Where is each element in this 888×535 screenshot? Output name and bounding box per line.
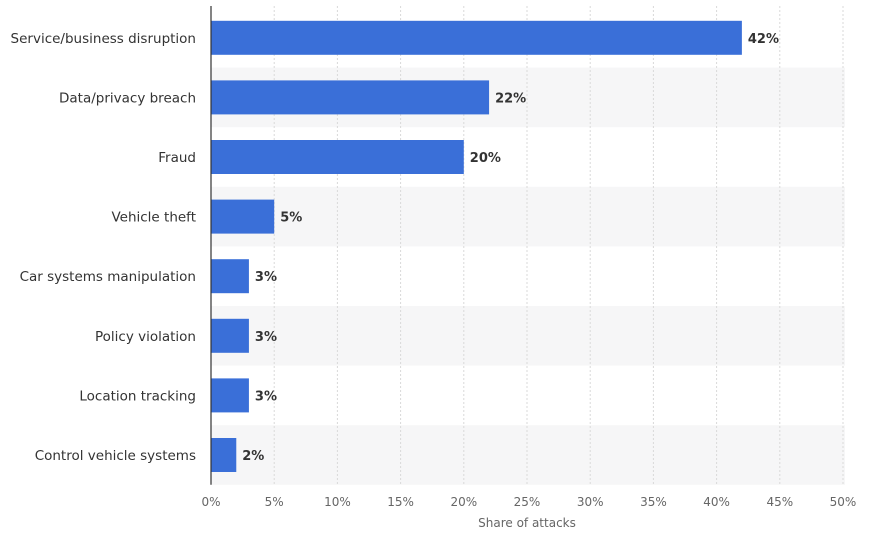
category-label: Car systems manipulation [20, 269, 196, 285]
bar [211, 199, 275, 234]
bars [211, 20, 742, 472]
x-tick-label: 25% [514, 495, 541, 509]
x-tick-label: 0% [201, 495, 220, 509]
value-label: 42% [748, 32, 779, 47]
value-labels: 42% 22% 20% 5% 3% 3% 3% 2% [242, 32, 779, 464]
bar [211, 438, 237, 472]
bar [211, 378, 249, 413]
row-band [211, 425, 845, 485]
x-tick-label: 10% [324, 495, 351, 509]
x-tick-label: 30% [577, 495, 604, 509]
bar [211, 140, 464, 174]
bar [211, 80, 490, 115]
value-label: 20% [470, 151, 501, 166]
category-labels: Service/business disruption Data/privacy … [11, 31, 196, 464]
x-tick-label: 35% [640, 495, 667, 509]
row-band [211, 186, 845, 247]
value-label: 2% [242, 449, 264, 464]
category-label: Control vehicle systems [35, 448, 196, 464]
x-tick-label: 40% [703, 495, 730, 509]
x-tick-label: 5% [265, 495, 284, 509]
category-label: Service/business disruption [11, 31, 196, 47]
row-bands [211, 67, 845, 485]
category-label: Data/privacy breach [59, 90, 196, 106]
category-label: Vehicle theft [111, 210, 196, 226]
bar [211, 318, 249, 353]
value-label: 22% [495, 91, 526, 106]
x-tick-label: 20% [450, 495, 477, 509]
value-label: 3% [255, 389, 277, 404]
x-tick-label: 50% [830, 495, 857, 509]
bar [211, 20, 742, 55]
bar [211, 259, 249, 294]
category-label: Location tracking [79, 388, 196, 404]
value-label: 5% [280, 211, 302, 226]
row-band [211, 306, 845, 366]
x-axis-title: Share of attacks [478, 516, 576, 530]
x-tick-labels: 0% 5% 10% 15% 20% 25% 30% 35% 40% 45% 50% [201, 495, 856, 509]
value-label: 3% [255, 330, 277, 345]
category-label: Fraud [158, 150, 196, 166]
category-label: Policy violation [95, 329, 196, 345]
x-tick-label: 45% [766, 495, 793, 509]
value-label: 3% [255, 270, 277, 285]
x-tick-label: 15% [387, 495, 414, 509]
